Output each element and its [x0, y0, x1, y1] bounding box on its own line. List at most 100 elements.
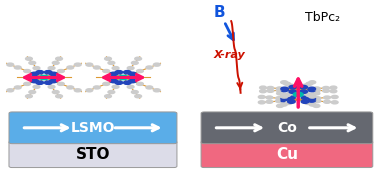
Circle shape: [33, 67, 40, 70]
Circle shape: [281, 99, 288, 102]
Circle shape: [301, 96, 309, 99]
Circle shape: [110, 79, 118, 83]
Circle shape: [322, 87, 329, 90]
Circle shape: [322, 89, 329, 92]
Circle shape: [50, 72, 57, 76]
FancyBboxPatch shape: [201, 112, 373, 144]
Circle shape: [308, 99, 316, 102]
Circle shape: [308, 87, 316, 90]
Circle shape: [276, 89, 283, 92]
Circle shape: [108, 61, 115, 64]
FancyBboxPatch shape: [9, 112, 177, 144]
Circle shape: [127, 67, 134, 70]
Circle shape: [153, 63, 160, 66]
Circle shape: [260, 86, 266, 89]
Circle shape: [115, 71, 123, 74]
Circle shape: [313, 87, 320, 90]
Circle shape: [136, 82, 143, 85]
Circle shape: [285, 95, 292, 98]
Circle shape: [306, 94, 313, 96]
Circle shape: [309, 95, 316, 98]
Circle shape: [115, 81, 123, 84]
Circle shape: [302, 92, 309, 95]
Circle shape: [258, 95, 265, 99]
Circle shape: [260, 90, 266, 93]
Text: Cu: Cu: [276, 147, 298, 162]
Circle shape: [288, 100, 295, 103]
Text: LSMO: LSMO: [71, 121, 115, 135]
Circle shape: [313, 89, 320, 92]
Circle shape: [306, 82, 313, 85]
Circle shape: [26, 57, 33, 60]
Circle shape: [112, 67, 119, 70]
Circle shape: [332, 95, 338, 99]
Circle shape: [29, 61, 36, 64]
Circle shape: [136, 69, 143, 73]
Circle shape: [281, 88, 288, 92]
Circle shape: [36, 81, 43, 84]
Circle shape: [302, 84, 309, 87]
Circle shape: [277, 92, 284, 95]
Circle shape: [45, 71, 52, 74]
Circle shape: [324, 100, 330, 103]
Circle shape: [153, 89, 160, 92]
Circle shape: [289, 85, 297, 89]
Circle shape: [108, 90, 115, 94]
Circle shape: [146, 86, 153, 89]
Circle shape: [67, 86, 74, 89]
Circle shape: [56, 95, 62, 98]
Circle shape: [56, 57, 62, 60]
Circle shape: [93, 86, 100, 89]
Circle shape: [280, 93, 287, 96]
Circle shape: [57, 69, 64, 73]
Text: Co: Co: [277, 121, 297, 135]
Circle shape: [276, 97, 282, 100]
Circle shape: [132, 61, 138, 64]
Circle shape: [124, 81, 131, 84]
Circle shape: [300, 90, 307, 93]
Circle shape: [258, 101, 265, 104]
FancyBboxPatch shape: [201, 141, 373, 168]
Circle shape: [309, 103, 316, 106]
Circle shape: [48, 67, 55, 70]
Circle shape: [267, 89, 274, 92]
Text: TbPc₂: TbPc₂: [305, 11, 340, 24]
Circle shape: [45, 81, 52, 84]
Circle shape: [266, 100, 273, 103]
Circle shape: [314, 100, 321, 103]
Circle shape: [281, 95, 288, 98]
Circle shape: [103, 69, 110, 73]
Text: X-ray: X-ray: [214, 50, 246, 60]
Circle shape: [93, 66, 100, 69]
Circle shape: [293, 92, 303, 97]
Circle shape: [266, 96, 273, 99]
Circle shape: [285, 101, 292, 104]
Circle shape: [118, 75, 128, 80]
Circle shape: [267, 87, 274, 90]
Circle shape: [31, 79, 39, 83]
Circle shape: [7, 89, 14, 92]
Circle shape: [103, 82, 110, 85]
Circle shape: [332, 101, 338, 104]
Circle shape: [48, 85, 55, 88]
Circle shape: [7, 63, 14, 66]
Circle shape: [86, 63, 93, 66]
Circle shape: [304, 95, 311, 98]
Circle shape: [31, 72, 39, 76]
Circle shape: [308, 97, 316, 100]
Circle shape: [132, 90, 138, 94]
Circle shape: [110, 72, 118, 76]
Circle shape: [289, 90, 297, 93]
Circle shape: [304, 101, 311, 104]
Circle shape: [301, 100, 309, 103]
Circle shape: [287, 84, 294, 87]
Circle shape: [313, 104, 320, 108]
Circle shape: [14, 66, 21, 69]
Circle shape: [281, 81, 288, 84]
Circle shape: [129, 79, 136, 83]
Circle shape: [127, 85, 134, 88]
Circle shape: [36, 71, 43, 74]
Circle shape: [52, 90, 59, 94]
Circle shape: [146, 66, 153, 69]
Text: STO: STO: [76, 147, 110, 162]
